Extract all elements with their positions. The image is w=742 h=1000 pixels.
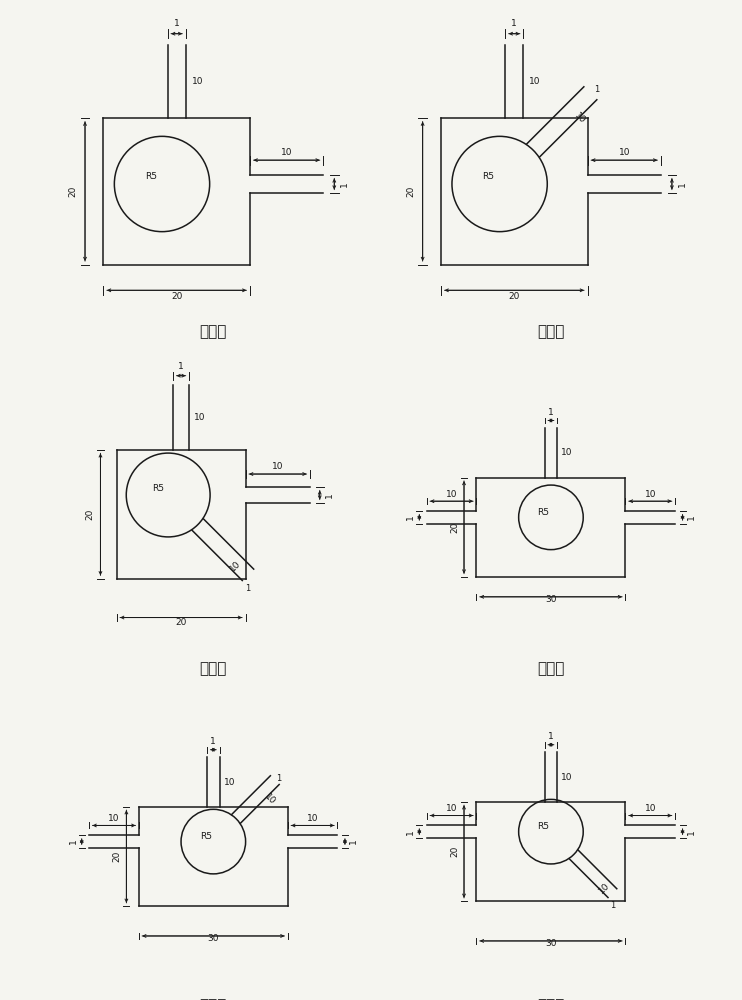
Text: 10: 10 bbox=[263, 792, 278, 807]
Text: 1: 1 bbox=[594, 85, 600, 94]
Text: 10: 10 bbox=[307, 814, 318, 823]
Text: 10: 10 bbox=[561, 773, 573, 782]
Text: 模型一: 模型一 bbox=[200, 324, 227, 339]
Text: 模型四: 模型四 bbox=[537, 661, 565, 676]
Text: 10: 10 bbox=[529, 77, 541, 86]
Text: 10: 10 bbox=[561, 448, 573, 457]
Text: 10: 10 bbox=[108, 814, 119, 823]
Text: 30: 30 bbox=[208, 934, 219, 943]
Text: 10: 10 bbox=[272, 462, 283, 471]
Text: 模型三: 模型三 bbox=[200, 661, 227, 676]
Text: 模型五: 模型五 bbox=[200, 998, 227, 1000]
Text: 1: 1 bbox=[677, 181, 687, 187]
Text: 1: 1 bbox=[349, 839, 358, 844]
Text: 10: 10 bbox=[228, 559, 243, 574]
Text: 10: 10 bbox=[191, 77, 203, 86]
Text: 30: 30 bbox=[545, 939, 556, 948]
Text: 20: 20 bbox=[113, 851, 122, 862]
Text: R5: R5 bbox=[482, 172, 495, 181]
Text: R5: R5 bbox=[200, 832, 212, 841]
Text: 10: 10 bbox=[446, 804, 457, 813]
Text: 1: 1 bbox=[548, 408, 554, 417]
Text: 10: 10 bbox=[446, 490, 457, 499]
Text: 30: 30 bbox=[545, 595, 556, 604]
Text: R5: R5 bbox=[537, 508, 550, 517]
Text: 20: 20 bbox=[85, 509, 94, 520]
Text: 1: 1 bbox=[511, 19, 517, 28]
Text: 20: 20 bbox=[407, 186, 416, 197]
Text: 1: 1 bbox=[211, 737, 216, 746]
Text: 1: 1 bbox=[686, 514, 695, 520]
Text: 1: 1 bbox=[69, 839, 78, 844]
Text: 1: 1 bbox=[178, 362, 184, 371]
Text: 1: 1 bbox=[548, 732, 554, 741]
Text: 1: 1 bbox=[246, 584, 251, 593]
Text: R5: R5 bbox=[153, 484, 165, 493]
Text: 1: 1 bbox=[610, 901, 615, 910]
Text: 20: 20 bbox=[171, 292, 183, 301]
Text: 1: 1 bbox=[340, 181, 349, 187]
Text: 10: 10 bbox=[194, 413, 206, 422]
Text: 20: 20 bbox=[69, 186, 78, 197]
Text: 1: 1 bbox=[686, 829, 695, 835]
Text: 20: 20 bbox=[450, 522, 459, 533]
Text: 20: 20 bbox=[175, 618, 187, 627]
Text: 10: 10 bbox=[223, 778, 235, 787]
Text: 10: 10 bbox=[619, 148, 630, 157]
Text: 1: 1 bbox=[174, 19, 180, 28]
Text: 20: 20 bbox=[450, 846, 459, 857]
Text: 1: 1 bbox=[325, 492, 334, 498]
Text: 10: 10 bbox=[645, 490, 656, 499]
Text: 模型二: 模型二 bbox=[537, 324, 565, 339]
Text: 20: 20 bbox=[508, 292, 520, 301]
Text: R5: R5 bbox=[537, 822, 550, 831]
Text: 10: 10 bbox=[645, 804, 656, 813]
Text: 1: 1 bbox=[276, 774, 281, 783]
Text: 10: 10 bbox=[597, 881, 611, 896]
Text: 模型六: 模型六 bbox=[537, 998, 565, 1000]
Text: R5: R5 bbox=[145, 172, 157, 181]
Text: 1: 1 bbox=[407, 514, 416, 520]
Text: 1: 1 bbox=[407, 829, 416, 835]
Text: 10: 10 bbox=[573, 111, 588, 125]
Text: 10: 10 bbox=[281, 148, 292, 157]
